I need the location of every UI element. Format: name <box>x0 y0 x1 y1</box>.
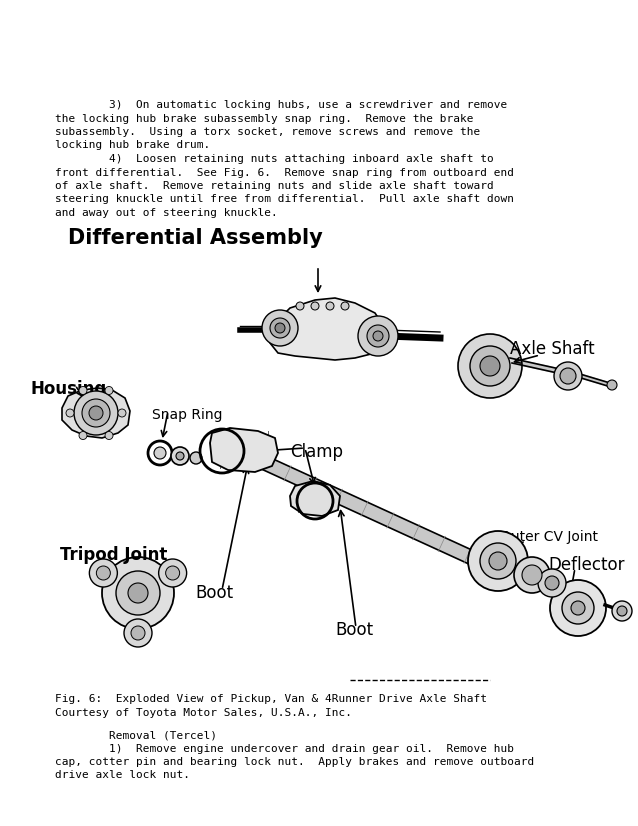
Circle shape <box>538 569 566 597</box>
Text: 3)  On automatic locking hubs, use a screwdriver and remove: 3) On automatic locking hubs, use a scre… <box>55 100 507 110</box>
Circle shape <box>66 409 74 417</box>
Polygon shape <box>580 374 611 387</box>
Text: Tripod Joint: Tripod Joint <box>60 546 167 564</box>
Circle shape <box>326 302 334 310</box>
Circle shape <box>514 557 550 593</box>
Circle shape <box>105 431 113 439</box>
Circle shape <box>124 619 152 647</box>
Text: Differential Assembly: Differential Assembly <box>68 228 323 248</box>
Circle shape <box>617 606 627 616</box>
Text: Removal (Tercel): Removal (Tercel) <box>55 730 217 740</box>
Polygon shape <box>270 298 385 360</box>
Circle shape <box>275 323 285 333</box>
Text: subassembly.  Using a torx socket, remove screws and remove the: subassembly. Using a torx socket, remove… <box>55 127 480 137</box>
Circle shape <box>545 576 559 590</box>
Circle shape <box>358 316 398 356</box>
Text: locking hub brake drum.: locking hub brake drum. <box>55 140 211 150</box>
Polygon shape <box>210 428 278 472</box>
Circle shape <box>373 331 383 341</box>
Circle shape <box>571 601 585 615</box>
Text: Housing: Housing <box>30 380 107 398</box>
Circle shape <box>159 559 187 587</box>
Circle shape <box>341 302 349 310</box>
Circle shape <box>522 565 542 585</box>
Circle shape <box>562 592 594 624</box>
Circle shape <box>118 409 126 417</box>
Text: steering knuckle until free from differential.  Pull axle shaft down: steering knuckle until free from differe… <box>55 194 514 205</box>
Polygon shape <box>290 481 340 516</box>
Text: Axle Shaft: Axle Shaft <box>510 340 595 358</box>
Circle shape <box>270 318 290 338</box>
Circle shape <box>367 325 389 347</box>
Text: drive axle lock nut.: drive axle lock nut. <box>55 771 190 781</box>
Circle shape <box>296 302 304 310</box>
Polygon shape <box>62 388 130 438</box>
Circle shape <box>82 399 110 427</box>
Circle shape <box>171 447 189 465</box>
Circle shape <box>607 380 617 390</box>
Circle shape <box>105 387 113 395</box>
Circle shape <box>480 543 516 579</box>
Text: cap, cotter pin and bearing lock nut.  Apply brakes and remove outboard: cap, cotter pin and bearing lock nut. Ap… <box>55 757 534 767</box>
Text: Outer CV Joint: Outer CV Joint <box>500 530 598 544</box>
Circle shape <box>470 346 510 386</box>
Circle shape <box>74 391 118 435</box>
Text: Deflector: Deflector <box>548 556 625 574</box>
Circle shape <box>190 452 202 464</box>
Circle shape <box>89 559 117 587</box>
Circle shape <box>262 310 298 346</box>
Circle shape <box>131 626 145 640</box>
Text: the locking hub brake subassembly snap ring.  Remove the brake: the locking hub brake subassembly snap r… <box>55 113 473 124</box>
Circle shape <box>612 601 632 621</box>
Text: Snap Ring: Snap Ring <box>152 408 223 422</box>
Circle shape <box>480 356 500 376</box>
Text: Courtesy of Toyota Motor Sales, U.S.A., Inc.: Courtesy of Toyota Motor Sales, U.S.A., … <box>55 708 352 718</box>
Circle shape <box>489 552 507 570</box>
Circle shape <box>116 571 160 615</box>
Text: Boot: Boot <box>335 621 373 639</box>
Circle shape <box>550 580 606 636</box>
Circle shape <box>468 531 528 591</box>
Text: Boot: Boot <box>195 584 233 602</box>
Circle shape <box>154 447 166 459</box>
Polygon shape <box>265 313 285 338</box>
Circle shape <box>96 566 110 580</box>
Polygon shape <box>510 358 580 378</box>
Circle shape <box>89 406 103 420</box>
Circle shape <box>79 431 87 439</box>
Text: of axle shaft.  Remove retaining nuts and slide axle shaft toward: of axle shaft. Remove retaining nuts and… <box>55 181 494 191</box>
Text: Clamp: Clamp <box>290 443 343 461</box>
Text: front differential.  See Fig. 6.  Remove snap ring from outboard end: front differential. See Fig. 6. Remove s… <box>55 168 514 178</box>
Circle shape <box>176 452 184 460</box>
Text: and away out of steering knuckle.: and away out of steering knuckle. <box>55 208 278 218</box>
Circle shape <box>79 387 87 395</box>
Text: 4)  Loosen retaining nuts attaching inboard axle shaft to: 4) Loosen retaining nuts attaching inboa… <box>55 154 494 164</box>
Text: Fig. 6:  Exploded View of Pickup, Van & 4Runner Drive Axle Shaft: Fig. 6: Exploded View of Pickup, Van & 4… <box>55 694 487 704</box>
Circle shape <box>102 557 174 629</box>
Circle shape <box>166 566 180 580</box>
Polygon shape <box>262 457 493 572</box>
Circle shape <box>560 368 576 384</box>
Circle shape <box>554 362 582 390</box>
Text: 1)  Remove engine undercover and drain gear oil.  Remove hub: 1) Remove engine undercover and drain ge… <box>55 743 514 753</box>
Circle shape <box>458 334 522 398</box>
Circle shape <box>128 583 148 603</box>
Circle shape <box>311 302 319 310</box>
